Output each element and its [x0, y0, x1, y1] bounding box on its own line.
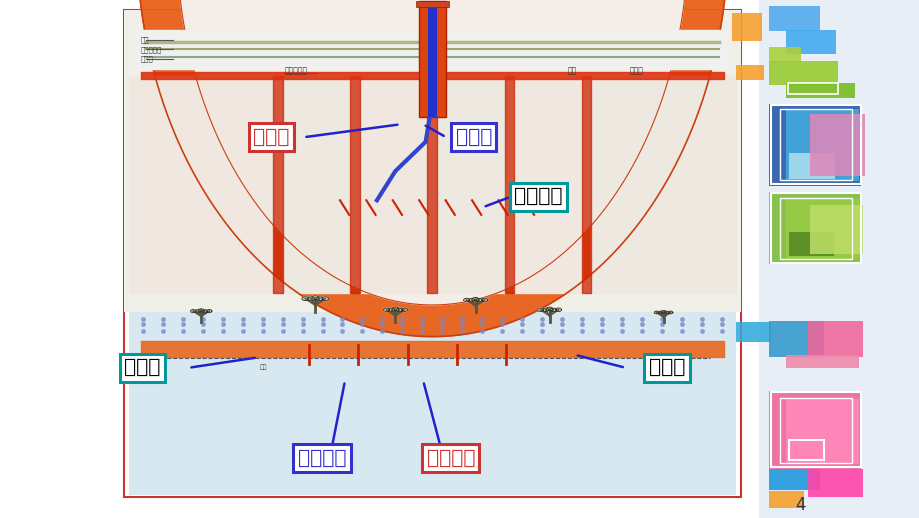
FancyBboxPatch shape: [735, 65, 763, 80]
Text: 4: 4: [794, 496, 805, 514]
FancyBboxPatch shape: [768, 192, 860, 264]
Text: 子宫静脉: 子宫静脉: [298, 449, 346, 468]
Polygon shape: [392, 307, 398, 311]
Polygon shape: [195, 310, 200, 313]
Polygon shape: [190, 310, 196, 313]
Text: 毛干: 毛干: [567, 67, 576, 76]
FancyBboxPatch shape: [732, 13, 761, 41]
Polygon shape: [388, 308, 394, 312]
Text: 平滑绒毛膜: 平滑绒毛膜: [141, 46, 162, 53]
Polygon shape: [657, 311, 663, 314]
Polygon shape: [316, 297, 323, 300]
FancyBboxPatch shape: [768, 391, 860, 469]
FancyBboxPatch shape: [768, 469, 819, 490]
Polygon shape: [396, 308, 402, 312]
Polygon shape: [542, 308, 548, 312]
Polygon shape: [307, 297, 314, 300]
FancyBboxPatch shape: [124, 10, 740, 312]
Polygon shape: [312, 296, 318, 299]
Polygon shape: [383, 308, 389, 311]
Polygon shape: [546, 307, 552, 311]
FancyBboxPatch shape: [809, 114, 864, 176]
Text: 脐动脉: 脐动脉: [455, 128, 492, 147]
FancyBboxPatch shape: [785, 30, 835, 54]
Text: 脐静脉: 脐静脉: [253, 128, 289, 147]
Polygon shape: [301, 297, 309, 300]
Polygon shape: [199, 309, 204, 312]
FancyBboxPatch shape: [785, 355, 858, 368]
Polygon shape: [476, 298, 482, 302]
Polygon shape: [136, 0, 728, 337]
FancyBboxPatch shape: [768, 6, 819, 31]
Text: 羊膜: 羊膜: [141, 36, 150, 43]
Polygon shape: [469, 298, 474, 302]
Polygon shape: [322, 297, 328, 300]
Text: 螺旋动脉: 螺旋动脉: [426, 449, 474, 468]
FancyBboxPatch shape: [768, 104, 860, 186]
FancyBboxPatch shape: [809, 205, 862, 254]
Text: 绒毛间隙: 绒毛间隙: [514, 188, 562, 206]
Polygon shape: [664, 311, 668, 314]
FancyBboxPatch shape: [785, 109, 858, 181]
Polygon shape: [667, 311, 672, 314]
FancyBboxPatch shape: [807, 321, 862, 357]
Polygon shape: [550, 308, 556, 312]
Polygon shape: [463, 298, 470, 301]
FancyBboxPatch shape: [0, 0, 758, 518]
FancyBboxPatch shape: [415, 1, 448, 7]
Polygon shape: [537, 308, 543, 311]
Text: 壁蜕膜: 壁蜕膜: [141, 56, 153, 62]
Text: 子宫: 子宫: [259, 364, 267, 369]
FancyBboxPatch shape: [789, 232, 833, 256]
Polygon shape: [653, 311, 658, 314]
FancyBboxPatch shape: [735, 322, 770, 342]
Polygon shape: [555, 308, 561, 311]
Polygon shape: [176, 0, 687, 305]
FancyBboxPatch shape: [807, 469, 862, 497]
FancyBboxPatch shape: [418, 1, 446, 118]
FancyBboxPatch shape: [129, 13, 735, 495]
FancyBboxPatch shape: [768, 491, 803, 508]
Text: 从密绒毛膜: 从密绒毛膜: [284, 67, 307, 76]
FancyBboxPatch shape: [785, 199, 858, 259]
Polygon shape: [206, 310, 211, 313]
Text: 胎盘隔: 胎盘隔: [648, 358, 685, 377]
FancyBboxPatch shape: [789, 153, 834, 179]
Polygon shape: [472, 297, 478, 301]
Text: 胎盘隔: 胎盘隔: [629, 67, 642, 76]
FancyBboxPatch shape: [427, 1, 437, 118]
Polygon shape: [661, 310, 665, 313]
Text: 基蜕膜: 基蜕膜: [124, 358, 161, 377]
FancyBboxPatch shape: [124, 10, 740, 497]
FancyBboxPatch shape: [785, 83, 854, 98]
FancyBboxPatch shape: [768, 321, 823, 357]
Polygon shape: [481, 298, 487, 301]
Polygon shape: [202, 310, 207, 313]
Polygon shape: [401, 308, 407, 311]
FancyBboxPatch shape: [768, 47, 800, 62]
FancyBboxPatch shape: [785, 399, 858, 464]
FancyBboxPatch shape: [768, 61, 837, 85]
